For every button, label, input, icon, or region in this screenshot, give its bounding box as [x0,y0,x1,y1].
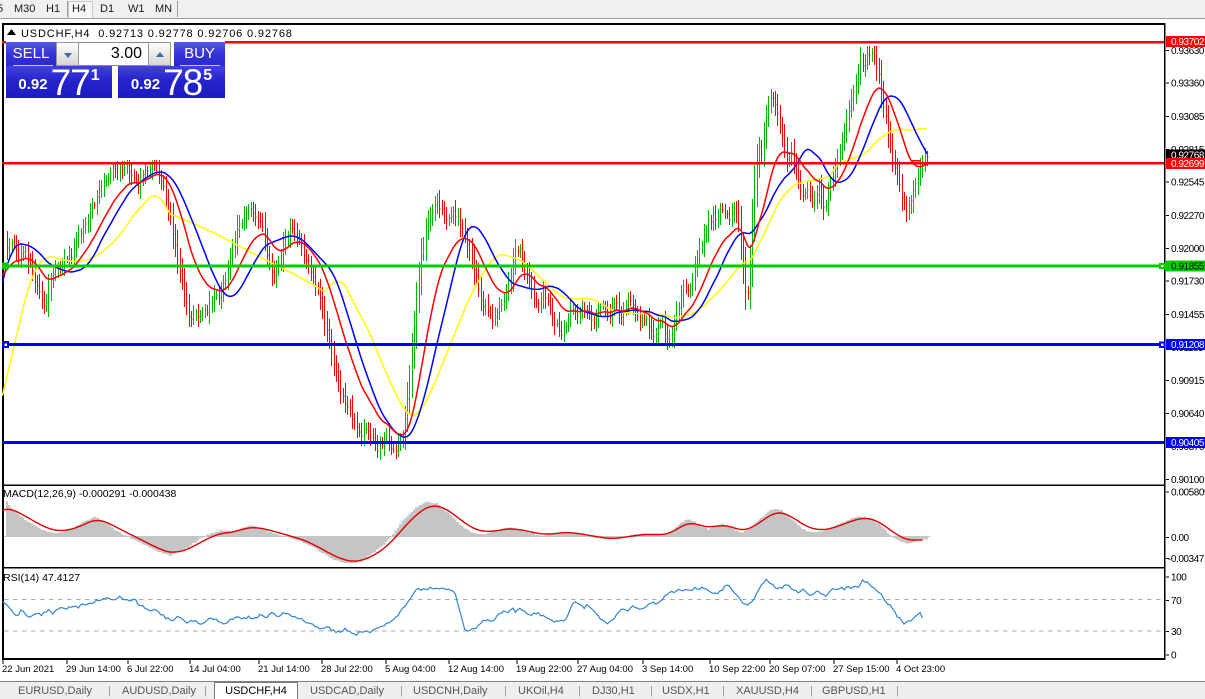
svg-text:0.93702: 0.93702 [1171,37,1205,48]
svg-text:0.91855: 0.91855 [1171,262,1205,273]
svg-text:0.92270: 0.92270 [1171,211,1205,222]
svg-text:5 Aug 04:00: 5 Aug 04:00 [385,664,436,675]
svg-text:RSI(14) 47.4127: RSI(14) 47.4127 [3,572,80,584]
svg-text:0.92545: 0.92545 [1171,178,1205,189]
svg-text:29 Jun 14:00: 29 Jun 14:00 [66,664,121,675]
svg-text:27 Aug 04:00: 27 Aug 04:00 [577,664,633,675]
svg-text:0.92000: 0.92000 [1171,244,1205,255]
svg-text:0.005809: 0.005809 [1171,488,1205,499]
svg-text:0.00: 0.00 [1171,533,1190,544]
svg-text:0.93085: 0.93085 [1171,112,1205,123]
svg-text:22 Jun 2021: 22 Jun 2021 [2,664,54,675]
svg-text:0.91455: 0.91455 [1171,310,1205,321]
svg-text:0.90405: 0.90405 [1171,438,1205,449]
svg-text:12 Aug 14:00: 12 Aug 14:00 [448,664,504,675]
svg-text:0.90100: 0.90100 [1171,475,1205,486]
svg-text:14 Jul 04:00: 14 Jul 04:00 [189,664,241,675]
svg-text:21 Jul 14:00: 21 Jul 14:00 [258,664,310,675]
svg-text:MACD(12,26,9) -0.000291 -0.000: MACD(12,26,9) -0.000291 -0.000438 [3,488,177,500]
svg-text:0.92699: 0.92699 [1171,159,1205,170]
svg-text:0.91208: 0.91208 [1171,340,1205,351]
svg-text:-0.00347: -0.00347 [1168,554,1205,565]
svg-text:0.93360: 0.93360 [1171,79,1205,90]
svg-text:0.92768: 0.92768 [1171,151,1205,162]
svg-text:100: 100 [1171,572,1187,583]
svg-text:3 Sep 14:00: 3 Sep 14:00 [642,664,693,675]
svg-text:6 Jul 22:00: 6 Jul 22:00 [127,664,173,675]
svg-text:0.93630: 0.93630 [1171,46,1205,57]
svg-text:70: 70 [1171,596,1182,607]
svg-text:10 Sep 22:00: 10 Sep 22:00 [709,664,766,675]
svg-text:30: 30 [1171,627,1182,638]
svg-text:0: 0 [1171,650,1177,661]
svg-text:28 Jul 22:00: 28 Jul 22:00 [321,664,373,675]
svg-text:0.91730: 0.91730 [1171,277,1205,288]
svg-text:27 Sep 15:00: 27 Sep 15:00 [833,664,890,675]
svg-text:0.90915: 0.90915 [1171,376,1205,387]
svg-text:20 Sep 07:00: 20 Sep 07:00 [769,664,826,675]
svg-text:4 Oct 23:00: 4 Oct 23:00 [896,664,945,675]
svg-text:19 Aug 22:00: 19 Aug 22:00 [516,664,572,675]
svg-text:0.90640: 0.90640 [1171,409,1205,420]
svg-text:USDCHF,H4 0.92713 0.92778 0.9: USDCHF,H4 0.92713 0.92778 0.92706 0.9276… [21,28,293,40]
